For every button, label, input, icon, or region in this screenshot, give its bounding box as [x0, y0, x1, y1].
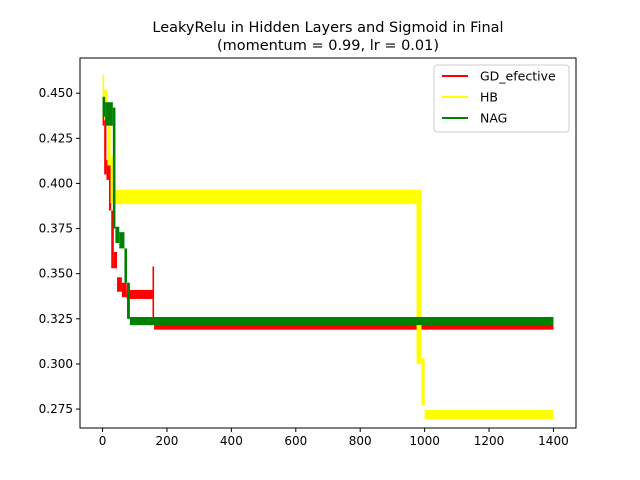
series-gd-efective-segment-5 — [113, 252, 118, 269]
x-tick-label: 200 — [156, 434, 179, 448]
series-nag-segment-7 — [129, 317, 554, 326]
series-nag-segment-4 — [119, 232, 125, 249]
series-gd-efective-segment-4 — [111, 210, 114, 269]
series-nag-segment-5 — [124, 248, 128, 283]
series-gd-efective-segment-1 — [104, 111, 107, 175]
y-tick-label: 0.400 — [39, 176, 73, 190]
series-layer — [102, 75, 554, 419]
series-nag — [102, 96, 554, 326]
series-gd-efective-segment-2 — [106, 159, 109, 180]
x-tick-label: 1400 — [538, 434, 569, 448]
x-tick-label: 1000 — [409, 434, 440, 448]
y-tick-label: 0.275 — [39, 402, 73, 416]
series-gd-efective-segment-3 — [108, 165, 112, 211]
series-hb-segment-4 — [113, 189, 417, 205]
series-gd-efective-segment-10 — [154, 323, 554, 330]
plot-frame — [79, 57, 577, 429]
x-tick-label: 400 — [220, 434, 243, 448]
series-nag-segment-0 — [102, 96, 106, 117]
y-tick-label: 0.325 — [39, 312, 73, 326]
y-tick-label: 0.350 — [39, 267, 73, 281]
chart-title-line-2: (momentum = 0.99, lr = 0.01) — [217, 38, 439, 54]
series-hb-segment-7 — [424, 409, 554, 419]
legend-frame — [433, 64, 570, 133]
legend-label-gd-efective: GD_efective — [480, 69, 556, 84]
x-tick-label: 0 — [99, 434, 107, 448]
legend-label-hb: HB — [480, 90, 498, 105]
x-tick-label: 1200 — [474, 434, 505, 448]
series-gd-efective-segment-8 — [126, 289, 153, 299]
y-tick-label: 0.375 — [39, 222, 73, 236]
series-gd-efective-segment-6 — [117, 277, 122, 292]
x-tick-label: 800 — [349, 434, 372, 448]
series-nag-segment-1 — [105, 102, 113, 126]
legend: GD_efective HB NAG — [433, 64, 570, 133]
series-hb-segment-2 — [107, 111, 111, 166]
x-axis: 0 200 400 600 800 1000 1200 1400 — [99, 428, 569, 448]
series-nag-segment-3 — [115, 226, 120, 243]
series-hb-segment-5 — [416, 189, 422, 364]
y-tick-label: 0.425 — [39, 131, 73, 145]
series-hb-segment-6 — [421, 358, 425, 406]
series-nag-segment-6 — [127, 282, 130, 319]
y-axis: 0.275 0.300 0.325 0.350 0.375 0.400 0.425 0.450 — [39, 86, 80, 416]
y-tick-label: 0.450 — [39, 86, 73, 100]
series-hb-segment-0 — [102, 75, 105, 103]
series-nag-segment-2 — [112, 107, 116, 229]
y-tick-label: 0.300 — [39, 357, 73, 371]
series-hb-segment-3 — [110, 156, 114, 204]
x-tick-label: 600 — [284, 434, 307, 448]
chart-title-line-1: LeakyRelu in Hidden Layers and Sigmoid i… — [152, 20, 503, 36]
series-gd-efective-segment-7 — [121, 282, 127, 298]
legend-label-nag: NAG — [480, 111, 507, 126]
series-gd-efective-segment-9 — [152, 266, 155, 317]
